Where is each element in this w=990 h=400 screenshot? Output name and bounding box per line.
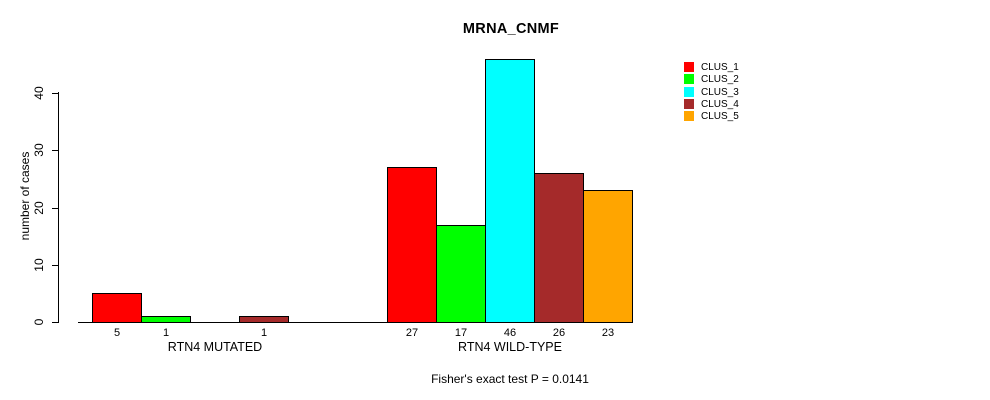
bar-clus_3-group1 (485, 59, 535, 323)
bar-value-label: 5 (113, 327, 121, 339)
y-tick-mark (52, 150, 59, 151)
y-tick-label: 20 (32, 201, 46, 215)
legend-swatch-icon (684, 99, 694, 109)
chart-title: MRNA_CNMF (462, 21, 560, 37)
bar-value-label: 26 (552, 327, 566, 339)
fisher-test-annotation: Fisher's exact test P = 0.0141 (431, 372, 589, 386)
bar-clus_1-group1 (387, 167, 437, 323)
legend-label: CLUS_4 (701, 99, 739, 110)
y-tick-label: 10 (32, 258, 46, 272)
bar-value-label: 1 (162, 327, 170, 339)
group-label-wild-type: RTN4 WILD-TYPE (458, 340, 562, 354)
y-tick-mark (52, 322, 59, 323)
legend-label: CLUS_5 (701, 111, 739, 122)
y-tick-mark (52, 208, 59, 209)
bar-value-label: 23 (601, 327, 615, 339)
legend-label: CLUS_1 (701, 62, 739, 73)
bar-value-label: 1 (260, 327, 268, 339)
legend-swatch-icon (684, 74, 694, 84)
bar-clus_4-group1 (534, 173, 584, 323)
y-axis-line (58, 92, 59, 323)
legend-swatch-icon (684, 62, 694, 72)
x-axis-line (78, 322, 633, 323)
bar-clus_4-group0 (239, 316, 289, 323)
bar-value-label: 46 (503, 327, 517, 339)
bar-clus_2-group0 (141, 316, 191, 323)
bar-clus_2-group1 (436, 225, 486, 323)
legend: CLUS_1 CLUS_2 CLUS_3 CLUS_4 CLUS_5 (684, 62, 804, 132)
y-tick-mark (52, 265, 59, 266)
legend-swatch-icon (684, 87, 694, 97)
group-label-mutated: RTN4 MUTATED (167, 340, 263, 354)
legend-swatch-icon (684, 111, 694, 121)
legend-label: CLUS_2 (701, 74, 739, 85)
bar-value-label: 17 (454, 327, 468, 339)
bar-clus_1-group0 (92, 293, 142, 323)
y-tick-label: 40 (32, 86, 46, 100)
y-tick-label: 30 (32, 143, 46, 157)
bar-value-label: 27 (405, 327, 419, 339)
bar-clus_5-group1 (583, 190, 633, 323)
legend-label: CLUS_3 (701, 87, 739, 98)
y-tick-mark (52, 93, 59, 94)
y-tick-label: 0 (32, 318, 46, 326)
y-axis-label: number of cases (18, 151, 32, 241)
